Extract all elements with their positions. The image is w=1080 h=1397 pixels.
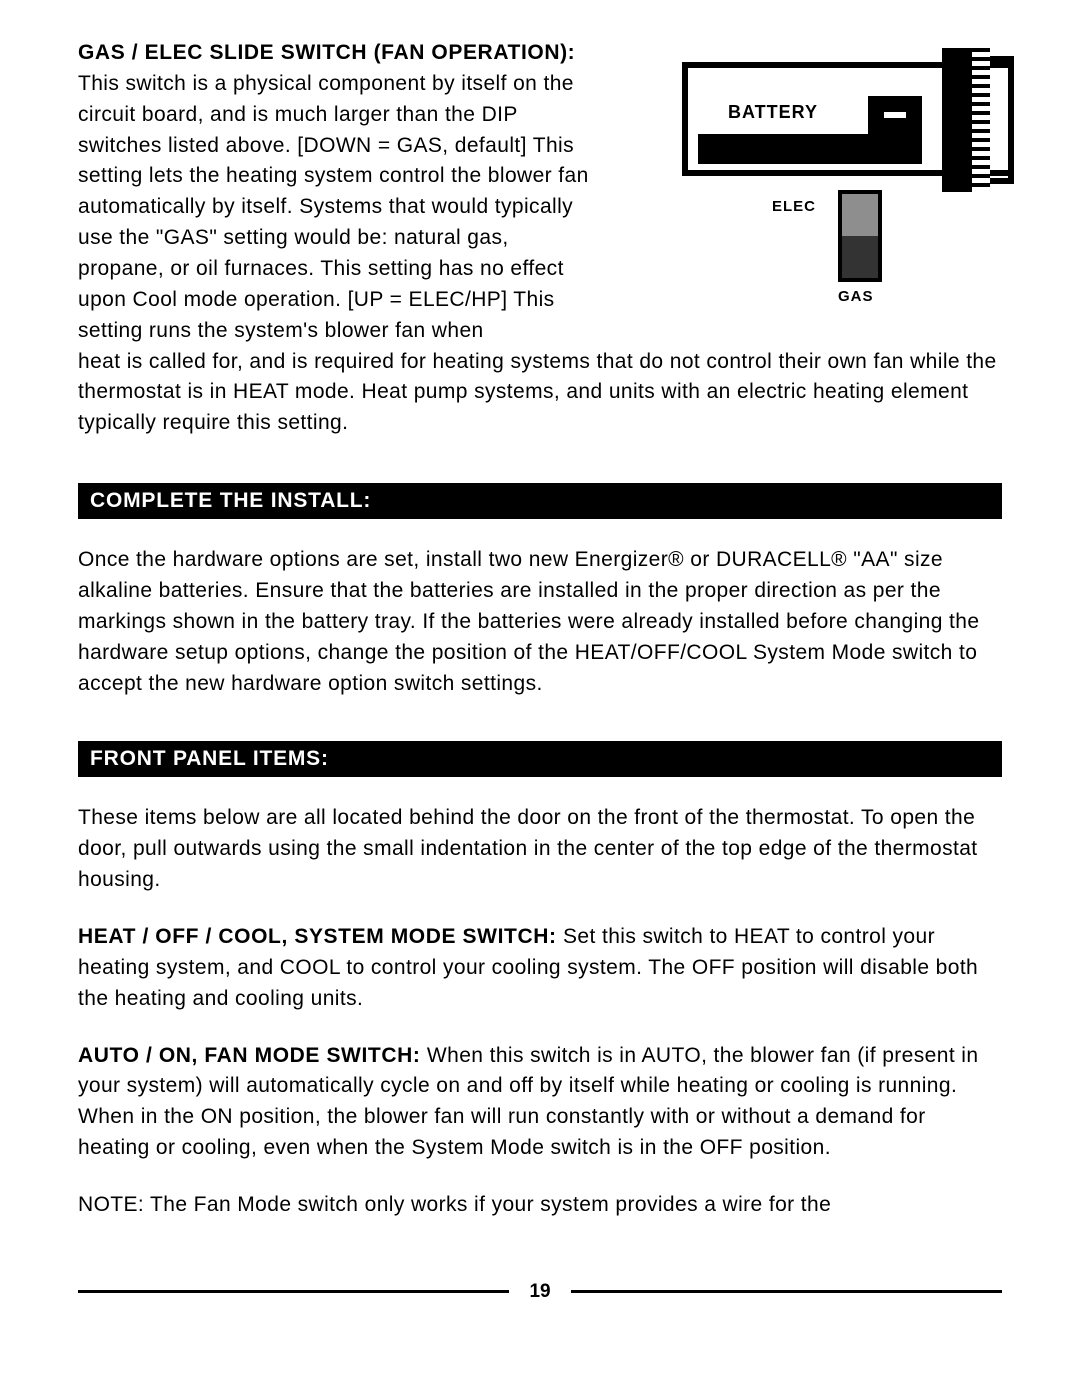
diagram-minus-terminal [868, 96, 922, 134]
diagram-switch-elec-pos [842, 194, 878, 236]
diagram-gas-label: GAS [838, 288, 874, 305]
footer-rule-left [78, 1290, 509, 1293]
diagram-elec-label: ELEC [772, 198, 816, 215]
heading-bar-front-panel: FRONT PANEL ITEMS: [78, 741, 1002, 777]
para-complete-install: Once the hardware options are set, insta… [78, 545, 1002, 699]
para-fan-mode-note: NOTE: The Fan Mode switch only works if … [78, 1190, 1002, 1221]
section1-body-narrow: This switch is a physical component by i… [78, 72, 589, 342]
run-in-system-mode: HEAT / OFF / COOL, SYSTEM MODE SWITCH: [78, 925, 563, 948]
footer-rule-right [571, 1290, 1002, 1293]
run-in-fan-mode: AUTO / ON, FAN MODE SWITCH: [78, 1044, 427, 1067]
para-front-panel-intro: These items below are all located behind… [78, 803, 1002, 896]
battery-switch-diagram: BATTERY ELEC GAS [682, 62, 1008, 332]
diagram-dark-bar [698, 134, 922, 164]
diagram-right-stripe [972, 48, 990, 192]
diagram-slide-switch [838, 190, 882, 282]
diagram-right-block [942, 48, 972, 192]
page-number: 19 [529, 1281, 550, 1303]
diagram-battery-label: BATTERY [728, 102, 818, 123]
para-system-mode-switch: HEAT / OFF / COOL, SYSTEM MODE SWITCH: S… [78, 922, 1002, 1015]
para-fan-mode-switch: AUTO / ON, FAN MODE SWITCH: When this sw… [78, 1041, 1002, 1164]
diagram-handle-right [1008, 56, 1014, 184]
diagram-switch-gas-pos [842, 236, 878, 278]
page-footer: 19 [78, 1281, 1002, 1303]
section1-heading: GAS / ELEC SLIDE SWITCH (FAN OPERATION): [78, 41, 575, 64]
section-gas-elec: BATTERY ELEC GAS GAS / ELEC SLIDE SWITCH… [78, 38, 1002, 439]
heading-bar-complete-install: COMPLETE THE INSTALL: [78, 483, 1002, 519]
section1-wide-text: heat is called for, and is required for … [78, 347, 1002, 440]
section1-narrow-text: GAS / ELEC SLIDE SWITCH (FAN OPERATION):… [78, 38, 598, 347]
